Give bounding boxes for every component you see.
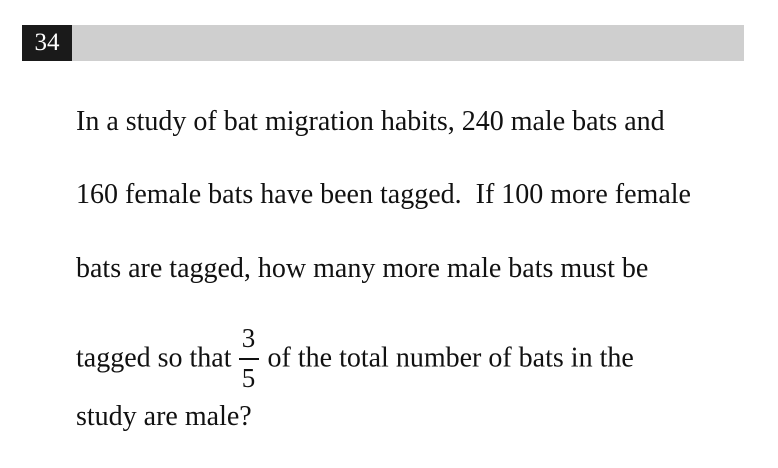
- fraction-denominator: 5: [241, 363, 256, 393]
- question-line-4-before: tagged so that: [76, 342, 232, 374]
- question-header-bar: 34: [22, 25, 744, 61]
- question-number: 34: [22, 25, 72, 61]
- question-line-4: tagged so that 3 5 of the total number of b…: [76, 323, 634, 395]
- question-line-3: bats are tagged, how many more male bats…: [76, 253, 649, 284]
- question-line-4-after: of the total number of bats in the: [267, 342, 634, 374]
- question-line-2: 160 female bats have been tagged. If 100…: [76, 179, 691, 210]
- question-line-1: In a study of bat migration habits, 240 …: [76, 106, 665, 137]
- question-line-5: study are male?: [76, 401, 252, 432]
- fraction-numerator: 3: [241, 323, 256, 353]
- fraction-bar: [238, 358, 259, 360]
